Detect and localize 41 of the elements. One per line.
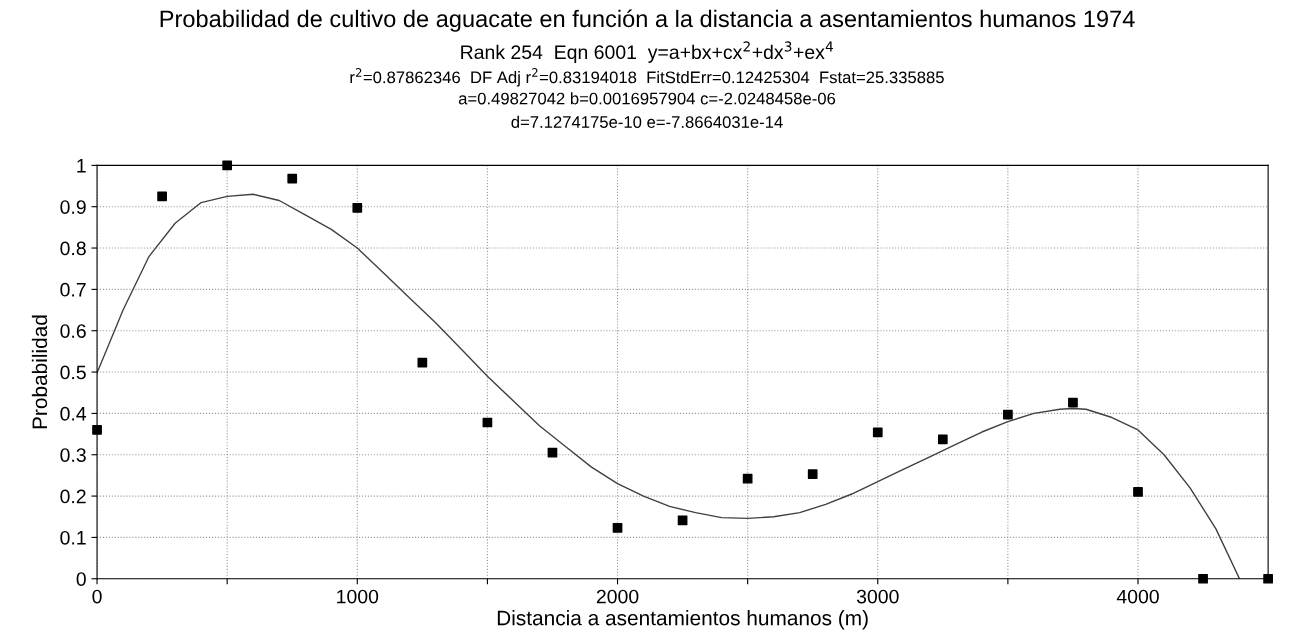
y-tick-label: 0 [76,572,86,586]
point [222,160,233,171]
y-tick-label: 0.2 [60,489,86,504]
point [872,427,883,438]
point [157,191,167,202]
y-tick-label: 0.7 [60,282,86,297]
x-tick-label: 1000 [337,589,379,604]
y-tick-label: 0.9 [60,200,86,214]
line-series [97,193,1241,579]
y-axis-title: Probabilidad [31,315,48,429]
point [352,203,363,213]
x-tick-label: 3000 [856,589,899,604]
y-tick-label: 1 [77,159,86,173]
point [1133,487,1143,497]
point [1003,409,1013,420]
point [1198,573,1208,584]
text: a=0.49827042 b=0.0016957904 c=-2.0248458e-06 [458,92,836,105]
x-tick-label: 0 [92,589,102,604]
point [1263,573,1273,584]
y-tick-label: 0.4 [60,406,87,421]
point [612,523,623,533]
point [287,173,298,184]
x-tick-label: 2000 [596,589,639,604]
chart-title: Probabilidad de cultivo de aguacate en función a la distancia a asentamientos humanos 1974 [160,9,1135,32]
point [807,469,818,480]
text: d=7.1274175e-10 e=-7.8664031e-14 [511,115,783,128]
y-tick-label: 0.6 [60,324,86,338]
y-tick-label: 0.3 [60,448,86,462]
y-tick-label: 0.1 [60,530,86,545]
point [937,434,948,445]
point [92,425,102,435]
x-tick-label: 4000 [1116,589,1159,604]
x-axis-title: Distancia a asentamientos humanos (m) [497,610,868,630]
point [417,357,428,368]
chart-subtitle: Rank 254 Eqn 6001 y=a+bx+cx$^{2}$+dx$^{3}$+ex$^{4}$ [461,41,833,63]
y-tick-label: 0.8 [60,241,86,256]
y-tick-label: 0.5 [60,365,86,380]
point [742,473,753,484]
point [547,447,558,458]
point [1068,397,1078,408]
text: r$^{2}$=0.87862346 DF Adj r$^{2}$=0.83194018 FitStdErr=0.12425304 Fstat=25.335885 [350,68,944,87]
